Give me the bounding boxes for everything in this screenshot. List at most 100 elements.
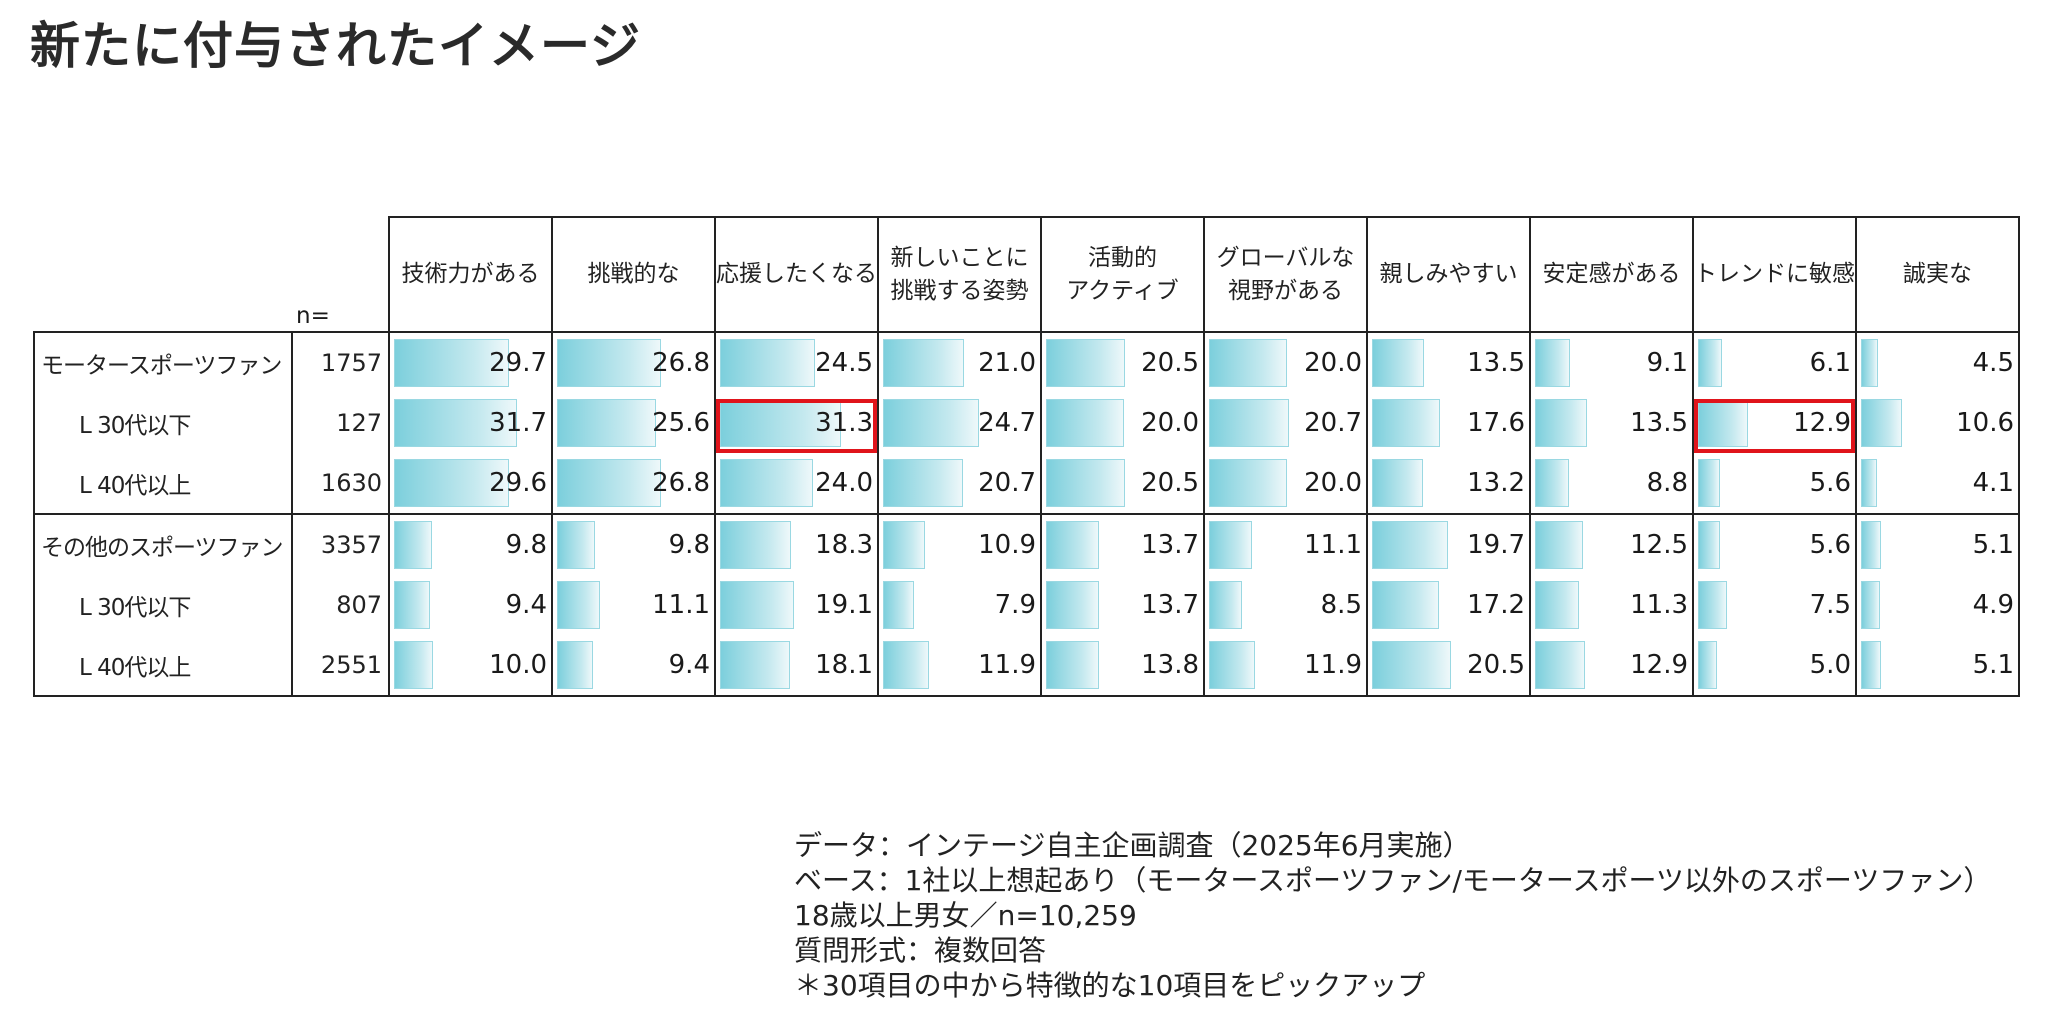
value-label: 13.2 [1467,468,1525,498]
value-cell: 24.0 [715,453,879,515]
value-label: 11.9 [1304,650,1362,680]
value-cell: 13.7 [1041,513,1205,575]
value-cell: 17.6 [1367,393,1531,453]
value-label: 13.7 [1141,590,1199,620]
value-label: 20.5 [1141,348,1199,378]
value-label: 9.4 [668,650,710,680]
value-bar [720,581,794,629]
footnote-line: ベース：1社以上想起あり（モータースポーツファン/モータースポーツ以外のスポーツ… [794,864,1992,897]
value-cell: 8.8 [1530,453,1694,515]
value-cell: 10.6 [1856,393,2020,453]
value-cell: 13.5 [1367,331,1531,393]
value-bar [1535,581,1579,629]
value-cell: 12.5 [1530,513,1694,575]
value-label: 31.3 [815,408,873,438]
value-label: 29.6 [489,468,547,498]
value-label: 17.6 [1467,408,1525,438]
value-label: 8.8 [1646,468,1688,498]
value-cell: 26.8 [552,453,716,515]
value-label: 20.0 [1304,348,1362,378]
value-cell: 9.4 [552,635,716,697]
column-header-line: 挑戦する姿勢 [890,277,1029,304]
value-label: 5.0 [1809,650,1851,680]
value-cell: 9.4 [389,575,553,635]
header-blank [34,217,292,332]
value-cell: 19.7 [1367,513,1531,575]
sample-size: 807 [292,575,390,635]
value-bar [557,581,600,629]
column-header-9: トレンドに敏感 [1692,216,1857,333]
value-cell: 26.8 [552,331,716,393]
value-bar [557,339,661,387]
sample-size: 1630 [292,453,390,515]
value-bar [1535,339,1571,387]
table-row: L 40代以上 2551 10.0 9.4 18.1 11.9 13.8 11.9 20.5 12… [33,635,2020,697]
value-cell: 11.9 [878,635,1042,697]
value-label: 24.5 [815,348,873,378]
value-cell: 17.2 [1367,575,1531,635]
table-row: L 30代以下 127 31.7 25.6 31.3 24.7 20.0 20.7 17.6 13… [33,393,2020,453]
column-header-2: 挑戦的な [551,216,716,333]
value-bar [557,399,657,447]
value-bar [1372,521,1449,569]
value-cell: 13.8 [1041,635,1205,697]
column-header-line: 親しみやすい [1379,261,1518,287]
value-bar [1209,399,1290,447]
value-label: 7.5 [1809,590,1851,620]
table-row: L 30代以下 807 9.4 11.1 19.1 7.9 13.7 8.5 17.2 11.3 7… [33,575,2020,635]
value-cell: 13.5 [1530,393,1694,453]
value-cell: 29.7 [389,331,553,393]
value-label: 7.9 [994,590,1036,620]
value-label: 26.8 [652,348,710,378]
value-cell: 20.0 [1204,331,1368,393]
value-label: 13.5 [1467,348,1525,378]
value-label: 5.6 [1809,530,1851,560]
value-label: 31.7 [489,408,547,438]
value-label: 13.8 [1141,650,1199,680]
value-label: 11.1 [1304,530,1362,560]
row-label: L 40代以上 [33,635,293,697]
value-bar [557,459,661,507]
value-bar [1046,641,1100,689]
value-cell: 5.1 [1856,513,2020,575]
column-header-line: 挑戦的な [587,261,680,287]
value-label: 24.7 [978,408,1036,438]
footnotes: データ：インテージ自主企画調査（2025年6月実施） ベース：1社以上想起あり（モ… [794,828,1991,1003]
table-row: L 40代以上 1630 29.6 26.8 24.0 20.7 20.5 20.0 13.2 8… [33,453,2020,515]
value-label: 9.8 [668,530,710,560]
value-cell: 20.7 [1204,393,1368,453]
value-label: 10.0 [489,650,547,680]
value-label: 4.1 [1972,468,2014,498]
value-label: 21.0 [978,348,1036,378]
value-label: 17.2 [1467,590,1525,620]
page-title: 新たに付与されたイメージ [30,17,641,75]
value-bar [720,399,842,447]
value-cell: 4.5 [1856,331,2020,393]
value-bar [1861,339,1879,387]
value-label: 18.1 [815,650,873,680]
value-cell: 5.0 [1693,635,1857,697]
value-bar [1372,399,1441,447]
value-bar [883,581,914,629]
column-header-line: トレンドに敏感 [1694,261,1855,287]
value-label: 12.5 [1630,530,1688,560]
value-bar [1861,459,1877,507]
value-bar [1861,521,1881,569]
value-cell: 10.9 [878,513,1042,575]
value-bar [883,521,926,569]
value-bar [720,459,813,507]
value-bar [1046,339,1126,387]
value-bar [1372,459,1424,507]
value-bar [720,641,791,689]
value-cell: 19.1 [715,575,879,635]
value-label: 12.9 [1630,650,1688,680]
value-cell: 13.7 [1041,575,1205,635]
image-attribute-table: n= 技術力がある 挑戦的な 応援したくなる 新しいことに 挑戦する姿勢 活動的 アクティブ… [33,216,2020,697]
value-label: 18.3 [815,530,873,560]
value-label: 13.5 [1630,408,1688,438]
value-label: 19.1 [815,590,873,620]
value-cell: 25.6 [552,393,716,453]
value-cell: 20.5 [1367,635,1531,697]
value-bar [1698,399,1748,447]
value-label: 4.9 [1972,590,2014,620]
